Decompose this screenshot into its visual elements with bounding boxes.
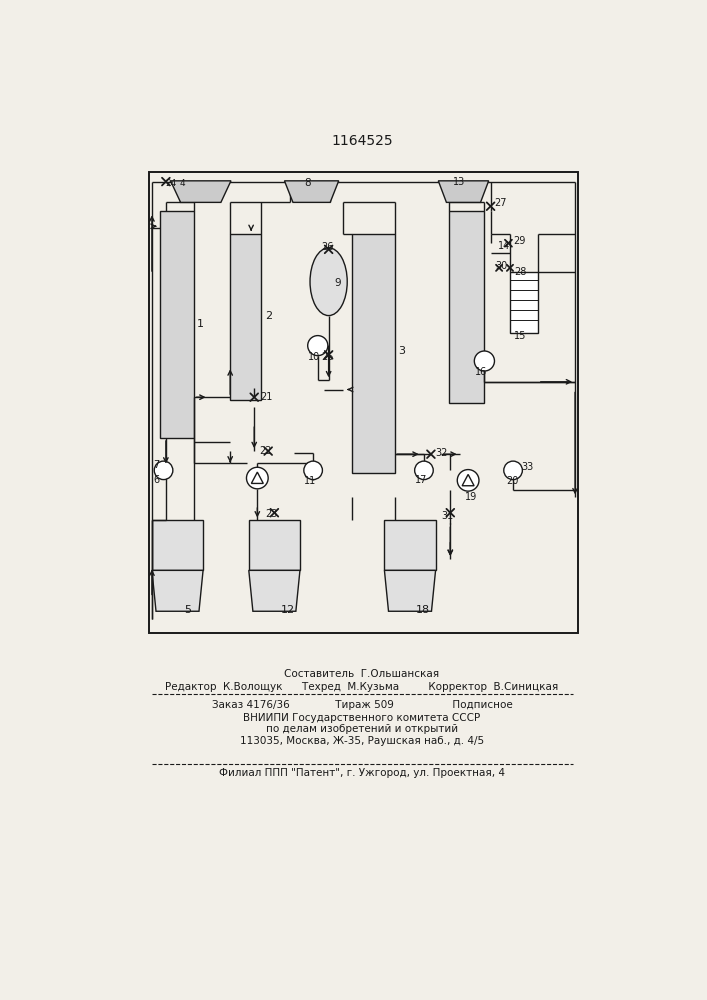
Text: 32: 32 [436, 448, 448, 458]
Text: 25: 25 [321, 352, 334, 362]
Text: 6: 6 [153, 475, 160, 485]
Text: 10: 10 [308, 352, 320, 362]
Text: ВНИИПИ Государственного комитета СССР: ВНИИПИ Государственного комитета СССР [243, 713, 481, 723]
Text: 26: 26 [321, 242, 333, 252]
Bar [152, 520, 203, 570]
Circle shape [247, 467, 268, 489]
Text: 8: 8 [304, 178, 310, 188]
Text: 22: 22 [259, 446, 271, 456]
Text: Филиал ППП "Патент", г. Ужгород, ул. Проектная, 4: Филиал ППП "Патент", г. Ужгород, ул. Про… [219, 768, 505, 778]
Polygon shape [462, 474, 474, 486]
Bar [385, 520, 436, 570]
Text: по делам изобретений и открытий: по делам изобретений и открытий [266, 724, 458, 734]
Bar [230, 234, 261, 400]
Bar [510, 272, 538, 333]
Polygon shape [385, 570, 436, 611]
Circle shape [504, 461, 522, 480]
Circle shape [304, 461, 322, 480]
Text: 21: 21 [260, 392, 273, 402]
Text: 24: 24 [165, 179, 176, 188]
Text: Составитель  Г.Ольшанская: Составитель Г.Ольшанская [284, 669, 440, 679]
Text: 7: 7 [153, 460, 160, 470]
Bar [249, 520, 300, 570]
Polygon shape [284, 181, 339, 202]
Text: Заказ 4176/36              Тираж 509                  Подписное: Заказ 4176/36 Тираж 509 Подписное [212, 700, 513, 710]
Circle shape [457, 470, 479, 491]
Text: 12: 12 [281, 605, 295, 615]
Text: 23: 23 [265, 509, 277, 519]
Circle shape [154, 461, 173, 480]
Bar [149, 172, 578, 633]
Text: 1: 1 [197, 319, 204, 329]
Circle shape [308, 336, 328, 356]
Text: 33: 33 [521, 462, 533, 472]
Text: 1164525: 1164525 [331, 134, 393, 148]
Text: 27: 27 [494, 198, 507, 208]
Bar [352, 234, 395, 473]
Text: 28: 28 [514, 267, 526, 277]
Text: 16: 16 [475, 367, 487, 377]
Text: 14: 14 [498, 241, 510, 251]
Ellipse shape [310, 248, 347, 316]
Polygon shape [438, 181, 489, 202]
Text: 4: 4 [180, 179, 185, 188]
Text: 19: 19 [465, 492, 477, 502]
Text: 5: 5 [184, 605, 191, 615]
Text: 17: 17 [414, 475, 427, 485]
Text: 11: 11 [304, 476, 316, 486]
Polygon shape [152, 570, 203, 611]
Bar [449, 211, 484, 403]
Text: 29: 29 [513, 236, 525, 246]
Text: Редактор  К.Волощук      Техред  М.Кузьма         Корректор  В.Синицкая: Редактор К.Волощук Техред М.Кузьма Корре… [165, 682, 559, 692]
Bar [160, 211, 194, 438]
Text: 15: 15 [514, 331, 526, 341]
Text: 113035, Москва, Ж-35, Раушская наб., д. 4/5: 113035, Москва, Ж-35, Раушская наб., д. … [240, 736, 484, 746]
Text: 3: 3 [398, 346, 405, 356]
Text: 31: 31 [441, 511, 453, 521]
Text: 13: 13 [452, 177, 465, 187]
Text: 18: 18 [416, 605, 431, 615]
Circle shape [474, 351, 494, 371]
Circle shape [414, 461, 433, 480]
Text: 30: 30 [495, 261, 508, 271]
Polygon shape [249, 570, 300, 611]
Text: 2: 2 [265, 311, 272, 321]
Text: 9: 9 [335, 278, 341, 288]
Polygon shape [170, 181, 231, 202]
Polygon shape [252, 472, 263, 483]
Text: 20: 20 [506, 476, 518, 486]
